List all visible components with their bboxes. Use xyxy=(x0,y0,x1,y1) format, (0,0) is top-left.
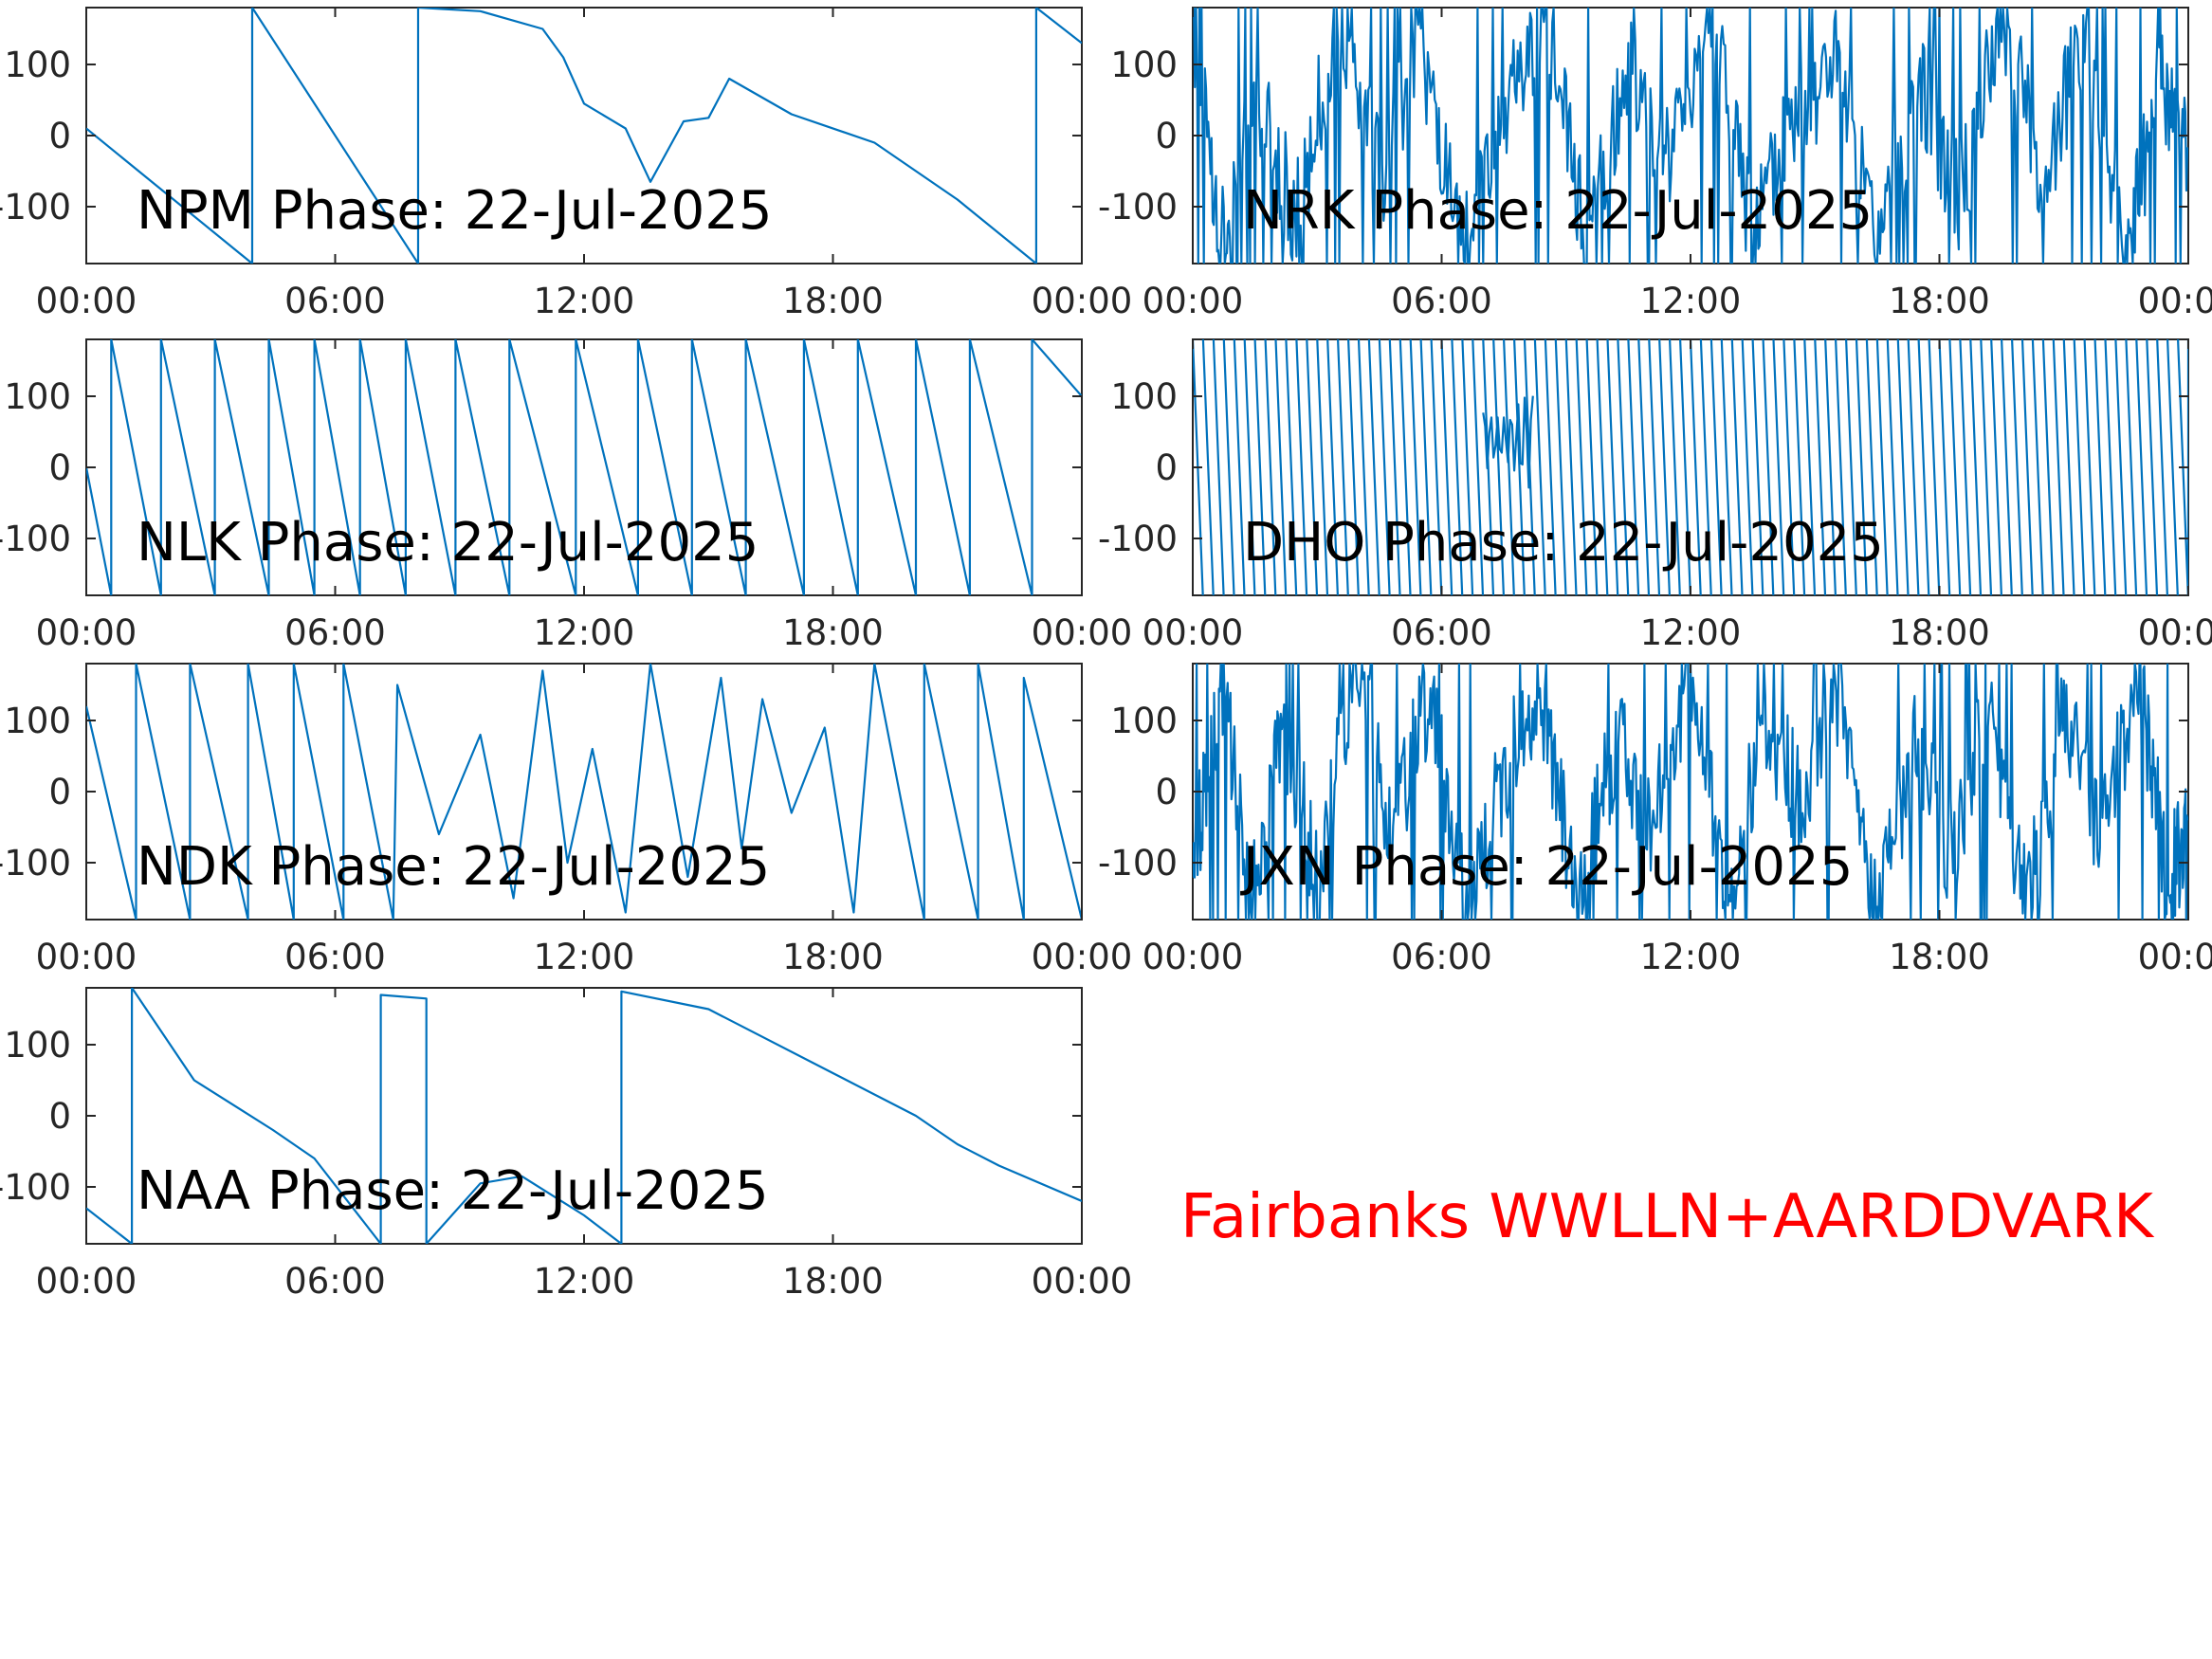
trace-line-jxn xyxy=(1193,664,2188,920)
trace-line-nrk xyxy=(1193,8,2188,264)
x-tick-label-ndk: 12:00 xyxy=(534,937,635,977)
x-tick-label-dho: 00:00 xyxy=(2138,612,2212,653)
y-tick-label-npm: 100 xyxy=(4,45,71,85)
x-tick-label-naa: 00:00 xyxy=(36,1261,137,1302)
x-tick-label-nrk: 06:00 xyxy=(1391,281,1492,321)
footer-label: Fairbanks WWLLN+AARDDVARK xyxy=(1180,1182,2155,1252)
x-tick-label-npm: 18:00 xyxy=(782,281,884,321)
x-tick-label-nrk: 00:00 xyxy=(2138,281,2212,321)
trace-line-nlk xyxy=(86,339,1082,595)
panel-jxn: 100 0 -100 00:00 06:00 12:00 18:00 00:00 JXN Pha… xyxy=(1098,663,2212,977)
panel-title-npm: NPM Phase: 22-Jul-2025 xyxy=(137,180,773,242)
panel-title-jxn: JXN Phase: 22-Jul-2025 xyxy=(1240,836,1853,898)
x-tick-label-nrk: 12:00 xyxy=(1640,281,1742,321)
x-tick-label-dho: 06:00 xyxy=(1391,612,1492,653)
x-tick-label-jxn: 00:00 xyxy=(2138,937,2212,977)
x-tick-label-nlk: 18:00 xyxy=(782,612,884,653)
panel-title-nlk: NLK Phase: 22-Jul-2025 xyxy=(137,512,759,574)
x-tick-label-naa: 12:00 xyxy=(534,1261,635,1302)
x-tick-label-ndk: 18:00 xyxy=(782,937,884,977)
trace-line-npm xyxy=(86,8,1082,264)
trace-line-naa xyxy=(86,988,1082,1244)
y-tick-label-jxn: -100 xyxy=(1098,843,1178,884)
panel-title-nrk: NRK Phase: 22-Jul-2025 xyxy=(1243,180,1873,242)
x-tick-label-nlk: 06:00 xyxy=(284,612,386,653)
y-tick-label-naa: 0 xyxy=(48,1096,71,1137)
x-tick-label-npm: 12:00 xyxy=(534,281,635,321)
y-tick-label-nlk: -100 xyxy=(0,519,71,559)
y-tick-label-naa: 100 xyxy=(4,1025,71,1066)
x-tick-label-jxn: 06:00 xyxy=(1391,937,1492,977)
y-tick-label-jxn: 100 xyxy=(1110,701,1178,741)
x-tick-label-naa: 00:00 xyxy=(1032,1261,1133,1302)
y-tick-label-ndk: -100 xyxy=(0,843,71,884)
x-tick-label-jxn: 12:00 xyxy=(1640,937,1742,977)
x-tick-label-dho: 00:00 xyxy=(1143,612,1244,653)
x-tick-label-jxn: 00:00 xyxy=(1143,937,1244,977)
x-tick-label-npm: 00:00 xyxy=(36,281,137,321)
y-tick-label-nlk: 0 xyxy=(48,447,71,488)
x-tick-label-jxn: 18:00 xyxy=(1889,937,1990,977)
panel-nrk: 100 0 -100 00:00 06:00 12:00 18:00 00:00 NRK Pha… xyxy=(1098,7,2212,321)
x-tick-label-nlk: 12:00 xyxy=(534,612,635,653)
x-tick-label-ndk: 00:00 xyxy=(36,937,137,977)
x-tick-label-naa: 06:00 xyxy=(284,1261,386,1302)
x-tick-label-dho: 12:00 xyxy=(1640,612,1742,653)
trace-line-ndk xyxy=(86,664,1082,920)
y-tick-label-nlk: 100 xyxy=(4,376,71,417)
x-tick-label-ndk: 06:00 xyxy=(284,937,386,977)
y-tick-label-nrk: -100 xyxy=(1098,187,1178,228)
x-tick-label-nrk: 00:00 xyxy=(1143,281,1244,321)
x-tick-label-dho: 18:00 xyxy=(1889,612,1990,653)
x-tick-label-naa: 18:00 xyxy=(782,1261,884,1302)
y-tick-label-npm: -100 xyxy=(0,187,71,228)
panel-title-dho: DHO Phase: 22-Jul-2025 xyxy=(1243,512,1884,574)
x-tick-label-nlk: 00:00 xyxy=(1032,612,1133,653)
x-tick-label-npm: 00:00 xyxy=(1032,281,1133,321)
x-tick-label-nlk: 00:00 xyxy=(36,612,137,653)
y-tick-label-jxn: 0 xyxy=(1155,772,1178,812)
y-tick-label-dho: -100 xyxy=(1098,519,1178,559)
y-tick-label-nrk: 0 xyxy=(1155,116,1178,156)
x-tick-label-ndk: 00:00 xyxy=(1032,937,1133,977)
y-tick-label-dho: 0 xyxy=(1155,447,1178,488)
y-tick-label-ndk: 100 xyxy=(4,701,71,741)
x-tick-label-npm: 06:00 xyxy=(284,281,386,321)
panel-dho: 100 0 -100 00:00 06:00 12:00 18:00 00:00 DHO Pha… xyxy=(1098,338,2212,653)
panel-title-naa: NAA Phase: 22-Jul-2025 xyxy=(137,1160,769,1222)
x-tick-label-nrk: 18:00 xyxy=(1889,281,1990,321)
panel-title-ndk: NDK Phase: 22-Jul-2025 xyxy=(137,836,770,898)
y-tick-label-naa: -100 xyxy=(0,1167,71,1208)
y-tick-label-nrk: 100 xyxy=(1110,45,1178,85)
y-tick-label-ndk: 0 xyxy=(48,772,71,812)
y-tick-label-npm: 0 xyxy=(48,116,71,156)
y-tick-label-dho: 100 xyxy=(1110,376,1178,417)
